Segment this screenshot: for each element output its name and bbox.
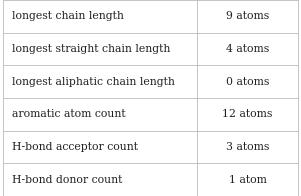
Text: longest straight chain length: longest straight chain length: [12, 44, 170, 54]
Text: 4 atoms: 4 atoms: [226, 44, 269, 54]
Text: 3 atoms: 3 atoms: [226, 142, 269, 152]
Text: 9 atoms: 9 atoms: [226, 11, 269, 21]
Text: H-bond donor count: H-bond donor count: [12, 175, 123, 185]
Text: longest chain length: longest chain length: [12, 11, 124, 21]
Text: aromatic atom count: aromatic atom count: [12, 109, 126, 119]
Text: 0 atoms: 0 atoms: [226, 77, 269, 87]
Text: longest aliphatic chain length: longest aliphatic chain length: [12, 77, 175, 87]
Text: H-bond acceptor count: H-bond acceptor count: [12, 142, 138, 152]
Text: 12 atoms: 12 atoms: [222, 109, 273, 119]
Text: 1 atom: 1 atom: [229, 175, 266, 185]
